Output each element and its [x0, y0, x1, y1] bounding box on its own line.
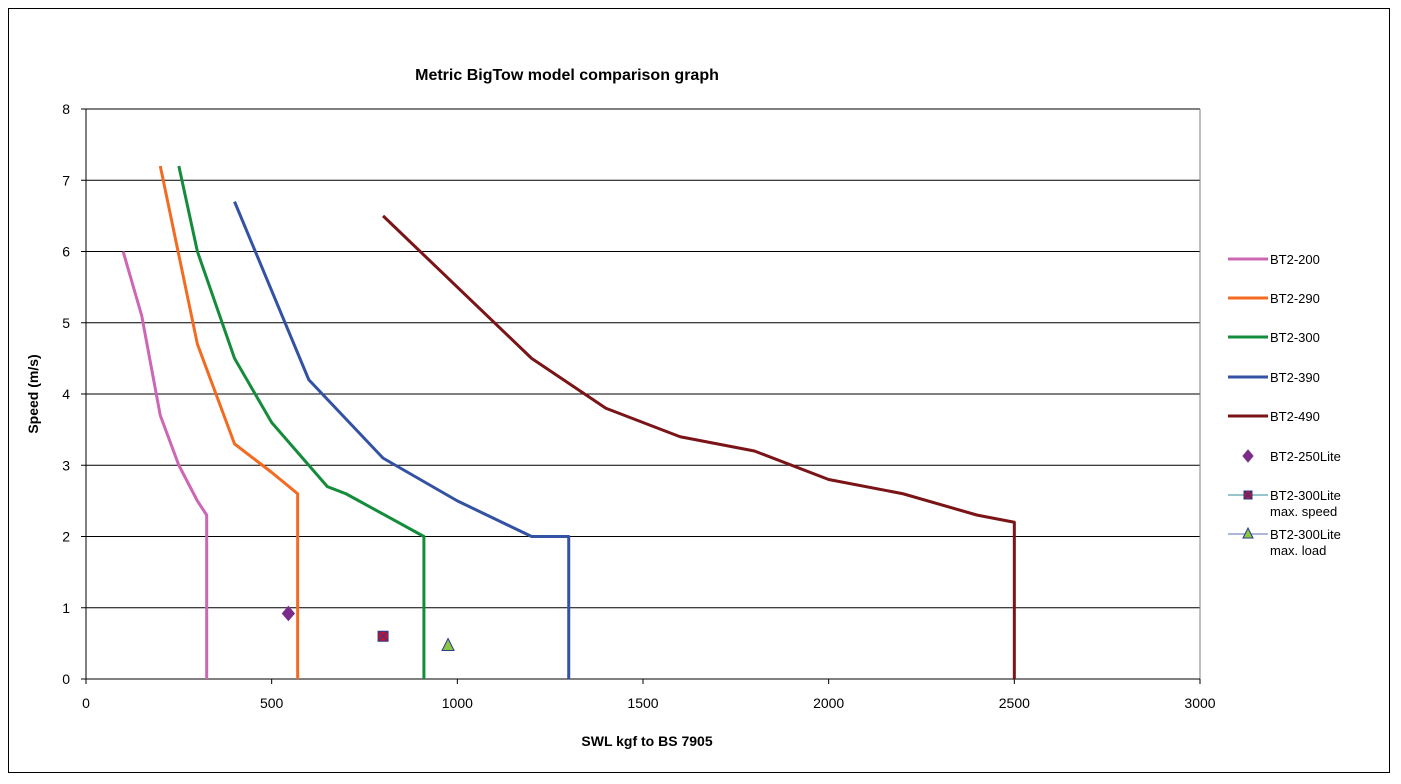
series-line-bt2-290 [158, 165, 300, 679]
series-line-bt2-390 [233, 201, 571, 679]
legend: BT2-200 BT2-290 BT2-300 BT2-390 BT2-490 BT2-2… [1228, 252, 1341, 558]
x-axis-label: SWL kgf to BS 7905 [581, 733, 712, 749]
legend-marker-bt2-250lite [1242, 449, 1254, 463]
series-line-bt2-300 [177, 165, 426, 679]
y-axis-label: Speed (m/s) [25, 354, 41, 433]
legend-label-bt2-300lite-max-speed: max. speed [1270, 504, 1337, 519]
legend-label-bt2-390: BT2-390 [1270, 370, 1320, 385]
x-tick-label-2500: 2500 [999, 695, 1030, 711]
legend-marker-bt2-300lite-max-load [1242, 526, 1254, 539]
y-tick-label-3: 3 [62, 457, 70, 473]
chart-title: Metric BigTow model comparison graph [415, 67, 719, 84]
legend-label-bt2-290: BT2-290 [1270, 291, 1320, 306]
series-line-bt2-490 [382, 214, 1016, 679]
y-tick-label-0: 0 [62, 671, 70, 687]
legend-label-bt2-250lite: BT2-250Lite [1270, 449, 1341, 464]
legend-label-bt2-300lite-max-load: max. load [1270, 543, 1326, 558]
data-point-bt2-300lite-max-load [441, 637, 455, 652]
y-tick-label-5: 5 [62, 315, 70, 331]
x-tick-label-500: 500 [260, 695, 284, 711]
y-tick-label-7: 7 [62, 172, 70, 188]
legend-label-bt2-300lite-max-load: BT2-300Lite [1270, 527, 1341, 542]
chart-frame [8, 8, 1390, 773]
series-line-bt2-200 [121, 251, 209, 679]
data-point-bt2-300lite-max-speed-cross-b [378, 631, 388, 641]
y-tick-label-4: 4 [62, 386, 70, 402]
plot-area: 0 1 2 3 4 5 6 7 8 0 500 1000 1500 2000 2500 3000 [62, 101, 1216, 711]
y-tick-label-2: 2 [62, 529, 70, 545]
legend-label-bt2-490: BT2-490 [1270, 409, 1320, 424]
y-tick-label-8: 8 [62, 101, 70, 117]
legend-label-bt2-300: BT2-300 [1270, 330, 1320, 345]
data-point-bt2-250lite [281, 605, 296, 622]
x-tick-label-2000: 2000 [813, 695, 844, 711]
x-tick-label-0: 0 [82, 695, 90, 711]
x-tick-label-1000: 1000 [442, 695, 473, 711]
x-tick-label-3000: 3000 [1184, 695, 1215, 711]
y-tick-label-6: 6 [62, 244, 70, 260]
legend-marker-bt2-300lite-max-speed-cross-b [1243, 490, 1253, 500]
legend-label-bt2-300lite-max-speed: BT2-300Lite [1270, 488, 1341, 503]
x-tick-label-1500: 1500 [627, 695, 658, 711]
legend-label-bt2-200: BT2-200 [1270, 252, 1320, 267]
y-tick-label-1: 1 [62, 600, 70, 616]
